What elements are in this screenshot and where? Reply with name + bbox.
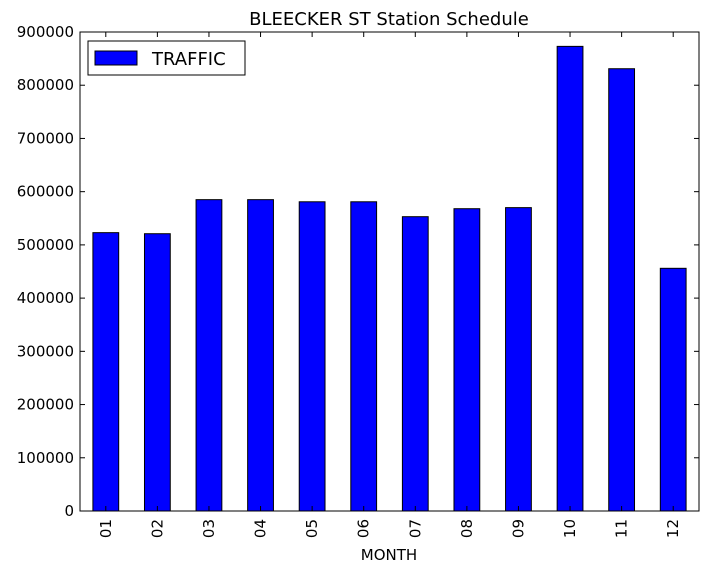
x-tick-label: 02 (148, 519, 166, 538)
legend-label: TRAFFIC (151, 49, 226, 70)
axis-ticks (80, 31, 699, 512)
x-tick-label: 10 (561, 519, 579, 538)
x-tick-label: 04 (252, 519, 270, 538)
bar-11 (608, 68, 636, 512)
y-tick-label: 500000 (17, 236, 74, 254)
x-tick-label: 12 (664, 519, 682, 538)
x-tick-label: 09 (509, 519, 527, 538)
bar-10 (556, 45, 584, 512)
bar-07 (401, 216, 429, 512)
y-tick-label: 900000 (17, 23, 74, 41)
plot-frame (79, 31, 700, 512)
tick-labels: 01 02 03 04 05 06 07 08 09 10 11 12 0 100000 200000 300… (17, 23, 682, 538)
y-tick-label: 300000 (17, 342, 74, 360)
bar-06 (350, 201, 378, 512)
bars-layer (92, 45, 687, 512)
y-tick-label: 400000 (17, 289, 74, 307)
x-tick-label: 08 (458, 519, 476, 538)
bar-02 (143, 233, 171, 512)
y-tick-label: 600000 (17, 183, 74, 201)
bar-05 (298, 201, 326, 512)
x-axis-label: MONTH (361, 546, 417, 564)
bar-04 (247, 199, 274, 512)
bar-12 (659, 267, 687, 512)
x-tick-label: 03 (200, 519, 218, 538)
bar-08 (453, 208, 481, 512)
x-tick-label: 07 (406, 519, 424, 538)
y-tick-label: 0 (64, 502, 74, 520)
bar-01 (92, 232, 120, 512)
legend: TRAFFIC (87, 40, 246, 76)
legend-swatch (94, 50, 138, 66)
bar-09 (505, 207, 532, 512)
y-tick-label: 700000 (17, 129, 74, 147)
x-tick-label: 01 (97, 519, 115, 538)
chart-title: BLEECKER ST Station Schedule (249, 9, 529, 30)
x-tick-label: 05 (303, 519, 321, 538)
bar-03 (195, 199, 223, 512)
y-tick-label: 200000 (17, 396, 74, 414)
y-tick-label: 100000 (17, 449, 74, 467)
x-tick-label: 06 (355, 519, 373, 538)
x-tick-label: 11 (613, 519, 631, 538)
y-tick-label: 800000 (17, 76, 74, 94)
